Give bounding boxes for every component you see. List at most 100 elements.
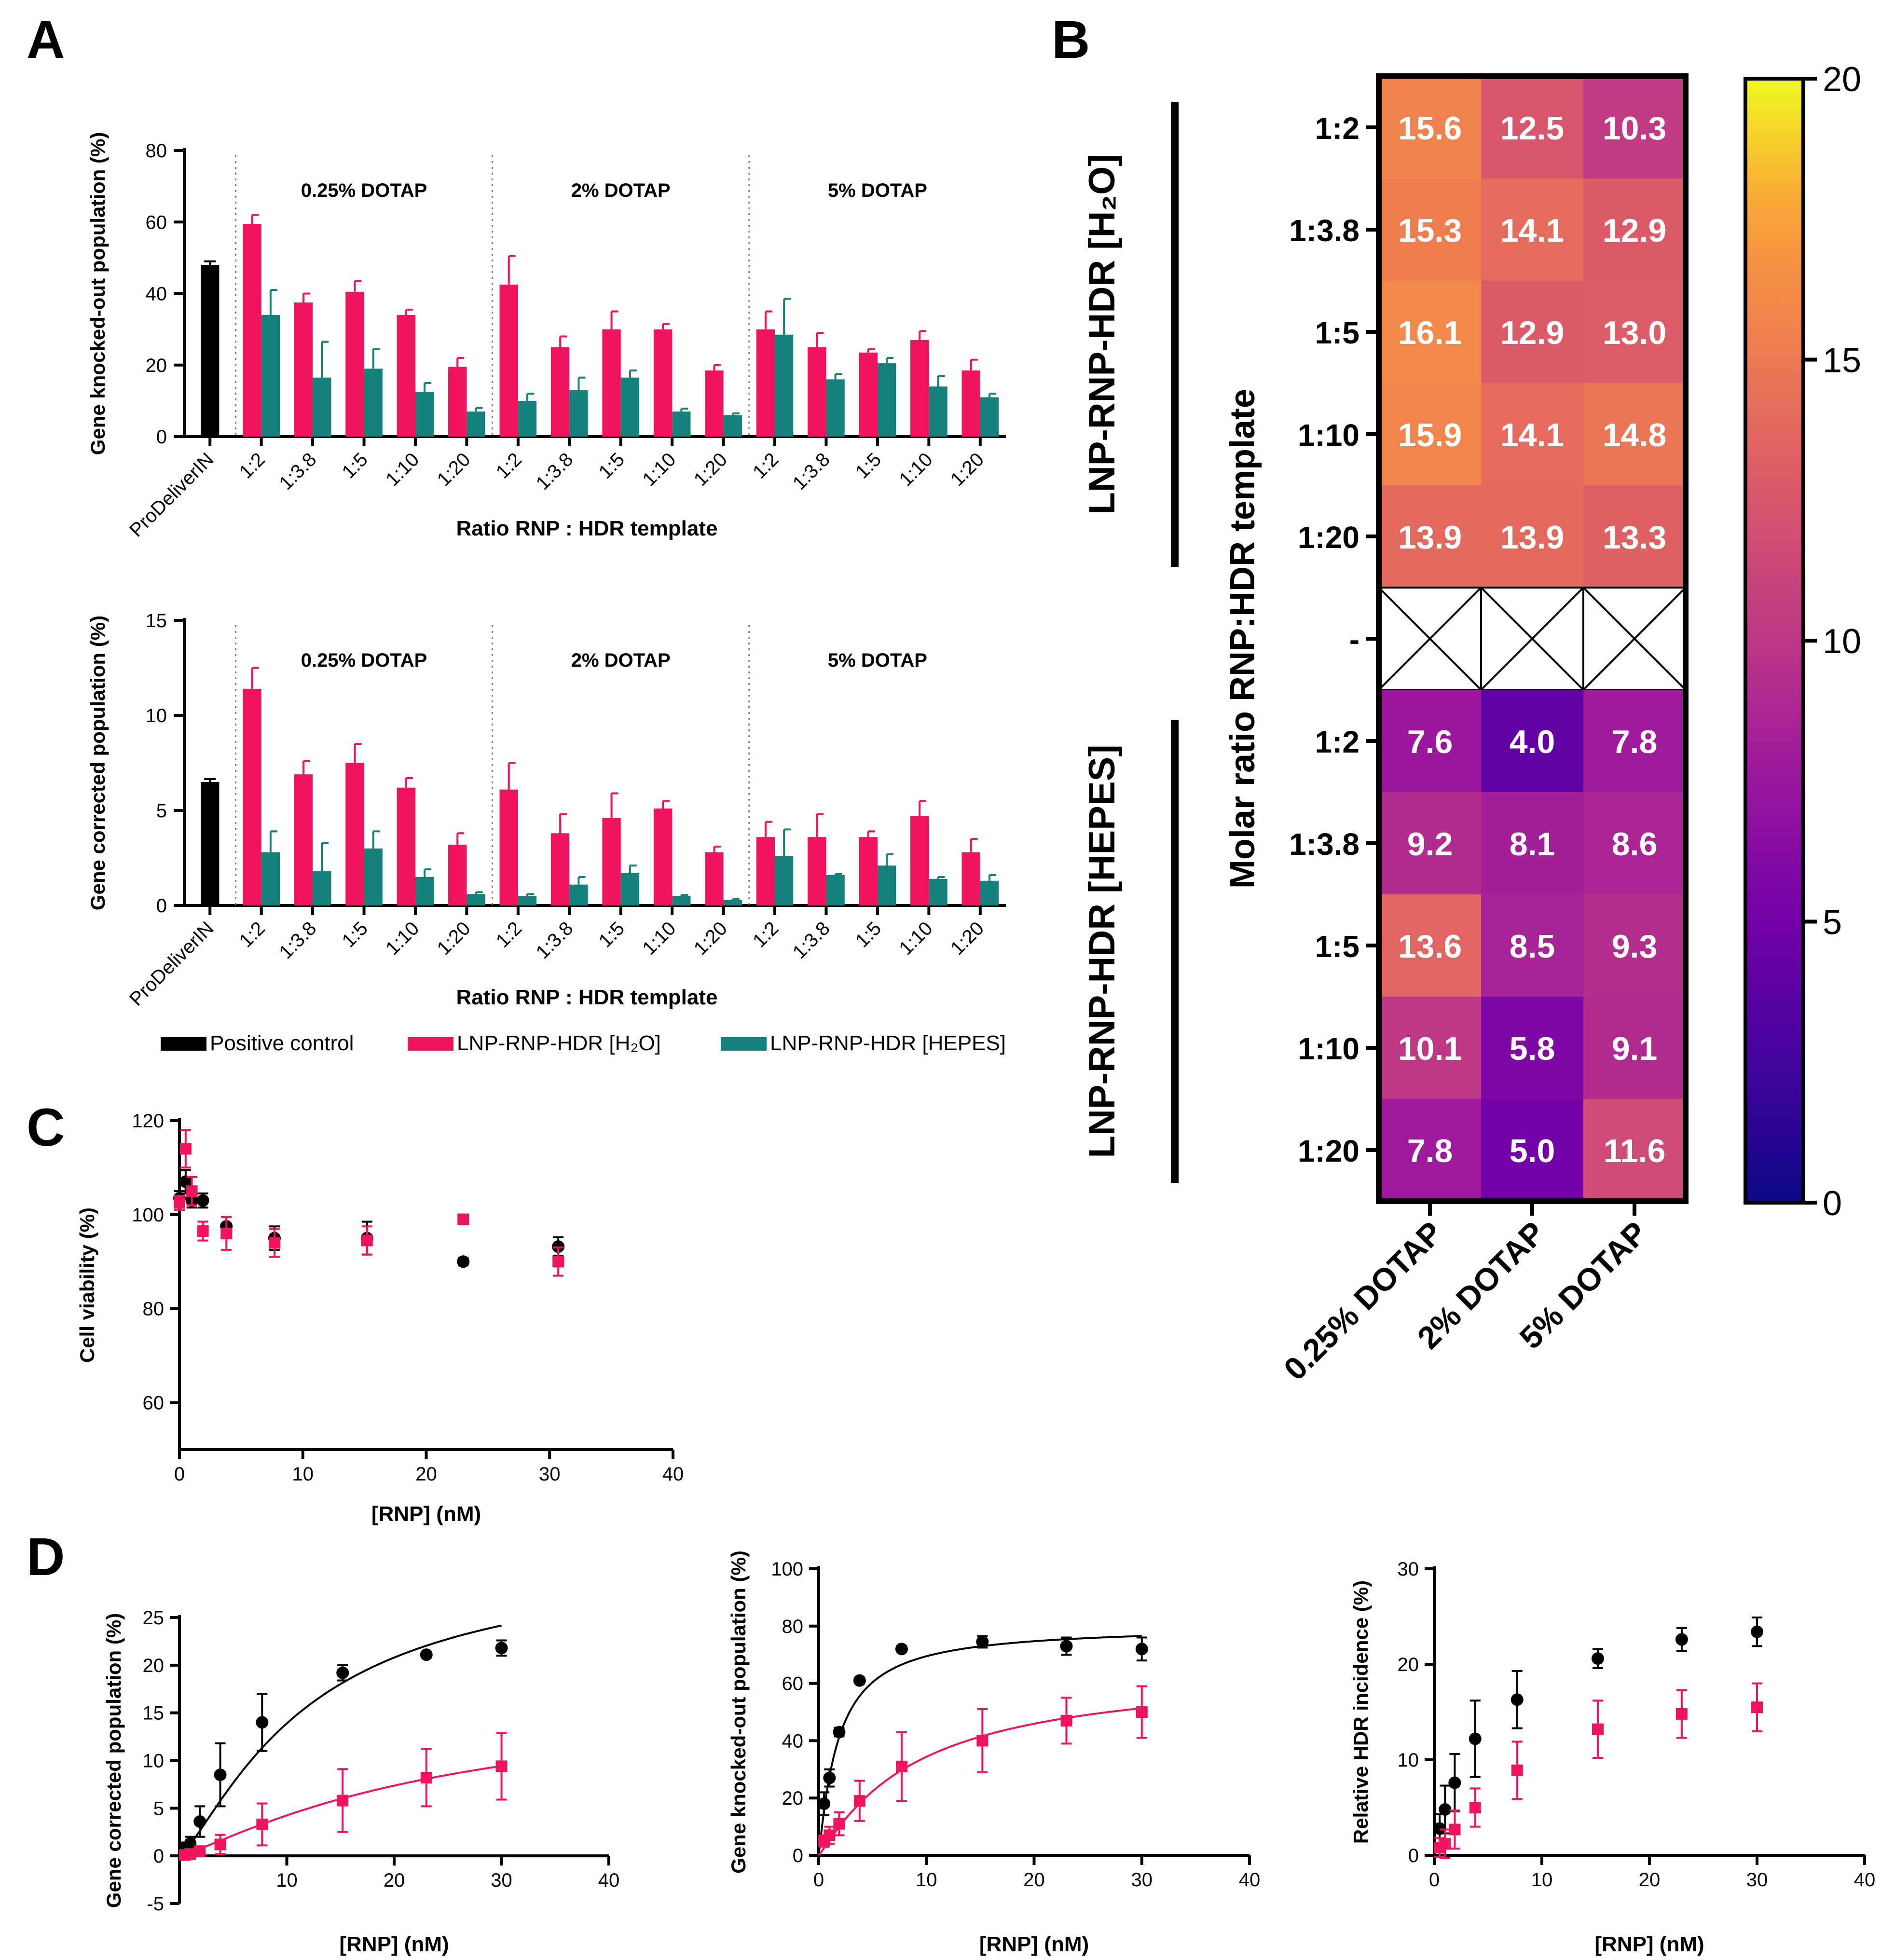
h2o-bar <box>756 837 775 905</box>
h2o-bar <box>808 347 826 437</box>
h2o-bar <box>550 833 570 905</box>
h2o-bar <box>653 329 673 437</box>
h2o-point <box>552 1256 564 1268</box>
heatmap-cell-value: 8.5 <box>1510 928 1555 965</box>
heatmap-cell <box>1379 76 1482 179</box>
heatmap-cell <box>1583 76 1686 179</box>
row-label: 1:2 <box>1315 725 1360 759</box>
hepes-bar <box>313 377 331 437</box>
heatmap-cell-value: 7.8 <box>1612 724 1658 760</box>
x-tick-label: 1:5 <box>851 449 885 482</box>
x-tick-label: 20 <box>1639 1869 1661 1891</box>
h2o-point <box>174 1197 185 1209</box>
hepes-bar <box>877 363 896 437</box>
heatmap-cell-value: 7.6 <box>1407 724 1453 760</box>
y-axis-label: Relative HDR incidence (%) <box>1349 1580 1372 1844</box>
control-point <box>336 1666 349 1679</box>
x-tick-label: 30 <box>1131 1869 1153 1891</box>
x-axis-label: Ratio RNP : HDR template <box>456 986 718 1009</box>
h2o-point <box>194 1845 206 1857</box>
control-point <box>1591 1652 1604 1665</box>
heatmap-cell-value: 9.3 <box>1612 928 1658 965</box>
heatmap-cell <box>1583 792 1686 895</box>
y-tick-label: 30 <box>1398 1559 1419 1580</box>
heatmap-cell-value: 8.1 <box>1510 826 1555 863</box>
heatmap-cell-value: 13.0 <box>1603 315 1666 351</box>
h2o-point <box>895 1760 907 1772</box>
x-tick-label: 0 <box>813 1869 824 1891</box>
h2o-bar <box>602 818 621 905</box>
x-tick-label: 1:2 <box>749 449 783 482</box>
hepes-bar <box>620 873 640 905</box>
y-tick-label: 100 <box>771 1559 803 1580</box>
x-axis-label: Ratio RNP : HDR template <box>456 517 718 540</box>
group-label: 5% DOTAP <box>828 180 927 201</box>
heatmap-cell <box>1583 997 1686 1099</box>
row-label: 1:5 <box>1315 929 1360 964</box>
h2o-point <box>1592 1723 1604 1735</box>
y-tick-label: 20 <box>146 355 167 376</box>
x-tick-label: 1:20 <box>947 449 988 490</box>
heatmap-cell-value: 14.8 <box>1603 417 1666 453</box>
panel-label-a: A <box>27 10 65 69</box>
y-tick-label: 10 <box>146 705 167 726</box>
heatmap-cell-value: 9.2 <box>1407 826 1453 863</box>
control-point <box>196 1194 209 1207</box>
hepes-bar <box>826 875 845 905</box>
heatmap-cell <box>1583 1099 1686 1202</box>
heatmap-cell-value: 13.3 <box>1603 519 1666 556</box>
y-axis-label: Gene corrected population (%) <box>102 1613 125 1908</box>
y-axis-label: Cell viability (%) <box>76 1207 98 1363</box>
x-axis-label: [RNP] (nM) <box>339 1933 449 1956</box>
h2o-bar <box>705 370 724 437</box>
hepes-bar <box>415 392 434 437</box>
h2o-bar <box>808 837 826 905</box>
control-point <box>420 1648 433 1661</box>
hepes-bar <box>826 379 845 437</box>
heatmap-cell-value: 5.8 <box>1510 1030 1555 1067</box>
heatmap-cell-value: 12.9 <box>1603 212 1666 249</box>
heatmap-cell-value: 7.8 <box>1407 1133 1453 1169</box>
x-tick-label: 1:2 <box>235 918 269 951</box>
x-tick-label: 1:3.8 <box>275 918 320 963</box>
y-tick-label: 80 <box>146 140 167 162</box>
h2o-bar <box>499 284 518 437</box>
x-tick-label: 1:3.8 <box>789 449 834 494</box>
group-label: 2% DOTAP <box>571 180 671 201</box>
x-tick-label: 1:2 <box>492 449 526 482</box>
h2o-point <box>1511 1764 1523 1776</box>
x-tick-label: 1:10 <box>895 449 937 490</box>
heatmap-y-label: Molar ratio RNP:HDR template <box>1223 389 1262 889</box>
h2o-point <box>337 1795 349 1807</box>
colorbar-tick-label: 15 <box>1823 342 1861 380</box>
colorbar-tick-label: 5 <box>1823 904 1842 942</box>
h2o-point <box>495 1760 508 1772</box>
panel-label-c: C <box>27 1098 65 1157</box>
h2o-bar <box>859 837 878 905</box>
group-label: 5% DOTAP <box>828 650 927 671</box>
legend-swatch <box>721 1037 767 1051</box>
hepes-bar <box>672 896 691 905</box>
h2o-point <box>184 1848 196 1860</box>
control-point <box>256 1716 269 1729</box>
x-tick-label: 40 <box>1239 1869 1261 1891</box>
y-tick-label: 0 <box>156 895 167 917</box>
heatmap-cell-value: 15.6 <box>1398 110 1462 147</box>
h2o-bar <box>859 352 878 437</box>
control-point <box>976 1635 989 1648</box>
x-tick-label: 1:2 <box>235 449 269 482</box>
y-tick-label: 80 <box>782 1616 804 1637</box>
heatmap-cell-value: 8.6 <box>1612 826 1658 863</box>
heatmap-cell <box>1379 792 1482 895</box>
y-tick-label: 0 <box>156 426 167 448</box>
colorbar-tick-label: 10 <box>1823 622 1861 661</box>
row-label: 1:3.8 <box>1289 827 1359 862</box>
colorbar <box>1744 77 1805 1205</box>
x-tick-label: 30 <box>491 1870 512 1891</box>
x-tick-label: 1:5 <box>595 918 629 951</box>
h2o-bar <box>397 315 415 437</box>
h2o-point <box>1469 1802 1481 1813</box>
heatmap-cell <box>1481 178 1584 281</box>
heatmap-cell-value: 14.1 <box>1500 212 1564 249</box>
y-tick-label: 0 <box>1408 1845 1419 1866</box>
